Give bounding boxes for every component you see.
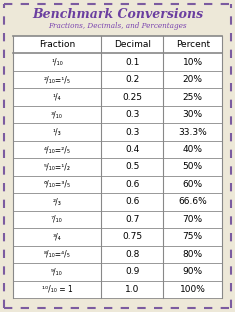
Text: ⁴/₁₀=²/₅: ⁴/₁₀=²/₅ (43, 145, 70, 154)
Text: 0.3: 0.3 (125, 110, 139, 119)
Text: 0.2: 0.2 (125, 75, 139, 84)
Text: 70%: 70% (183, 215, 203, 224)
Text: 0.25: 0.25 (122, 93, 142, 102)
Text: ³/₄: ³/₄ (52, 232, 61, 241)
Text: ⁹/₁₀: ⁹/₁₀ (51, 267, 63, 276)
Text: Percent: Percent (176, 40, 210, 49)
Text: Decimal: Decimal (114, 40, 151, 49)
Text: Fractions, Decimals, and Percentages: Fractions, Decimals, and Percentages (48, 22, 187, 30)
Text: 33.3%: 33.3% (178, 128, 207, 137)
Text: 0.5: 0.5 (125, 163, 139, 172)
Text: 0.75: 0.75 (122, 232, 142, 241)
Text: 75%: 75% (183, 232, 203, 241)
Text: ²/₁₀=¹/₅: ²/₁₀=¹/₅ (43, 75, 70, 84)
Text: ¹/₄: ¹/₄ (53, 93, 61, 102)
Text: 30%: 30% (183, 110, 203, 119)
Text: ⁵/₁₀=¹/₂: ⁵/₁₀=¹/₂ (43, 163, 70, 172)
Text: ⁸/₁₀=⁴/₅: ⁸/₁₀=⁴/₅ (43, 250, 70, 259)
Text: ²/₃: ²/₃ (52, 197, 61, 207)
Bar (13, 36, 222, 298)
Text: 20%: 20% (183, 75, 203, 84)
Text: ¹⁰/₁₀ = 1: ¹⁰/₁₀ = 1 (42, 285, 72, 294)
Text: 0.4: 0.4 (125, 145, 139, 154)
Text: 0.9: 0.9 (125, 267, 139, 276)
Text: 0.1: 0.1 (125, 58, 139, 67)
Text: Benchmark Conversions: Benchmark Conversions (32, 7, 203, 21)
Text: 0.7: 0.7 (125, 215, 139, 224)
Text: 10%: 10% (183, 58, 203, 67)
Text: 0.6: 0.6 (125, 197, 139, 207)
Text: ³/₁₀: ³/₁₀ (51, 110, 63, 119)
Text: 100%: 100% (180, 285, 206, 294)
Text: 90%: 90% (183, 267, 203, 276)
Text: ¹/₁₀: ¹/₁₀ (51, 58, 63, 67)
Text: 40%: 40% (183, 145, 203, 154)
Text: 1.0: 1.0 (125, 285, 139, 294)
Text: ¹/₃: ¹/₃ (52, 128, 61, 137)
Text: 50%: 50% (183, 163, 203, 172)
Text: 0.8: 0.8 (125, 250, 139, 259)
Text: 60%: 60% (183, 180, 203, 189)
Text: ⁶/₁₀=³/₅: ⁶/₁₀=³/₅ (43, 180, 70, 189)
Text: 80%: 80% (183, 250, 203, 259)
Text: 0.6: 0.6 (125, 180, 139, 189)
Text: Fraction: Fraction (39, 40, 75, 49)
Text: 66.6%: 66.6% (178, 197, 207, 207)
Text: 0.3: 0.3 (125, 128, 139, 137)
Text: 25%: 25% (183, 93, 203, 102)
Text: ⁷/₁₀: ⁷/₁₀ (51, 215, 63, 224)
